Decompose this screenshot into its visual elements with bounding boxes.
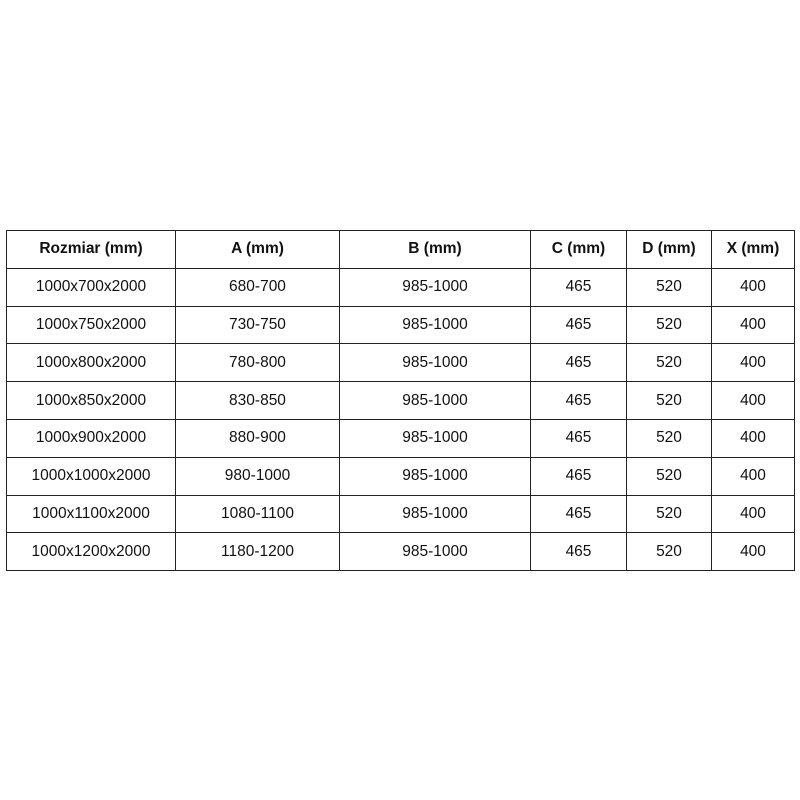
table-cell: 400 (711, 494, 795, 534)
table-cell: 520 (626, 532, 712, 572)
table-row: 1000x1200x2000 1180-1200 985-1000 465 520 400 (6, 532, 795, 572)
table-cell: 985-1000 (339, 381, 531, 420)
table-cell: 465 (530, 305, 627, 345)
table-cell: 465 (530, 267, 627, 307)
table-cell: 520 (626, 343, 712, 383)
table-row: 1000x700x2000 680-700 985-1000 465 520 400 (6, 267, 795, 307)
column-header: D (mm) (626, 230, 712, 269)
column-header: Rozmiar (mm) (6, 230, 176, 269)
column-header: A (mm) (175, 230, 340, 269)
table-cell: 520 (626, 305, 712, 345)
table-cell: 730-750 (175, 305, 340, 345)
table-cell: 465 (530, 418, 627, 458)
table-cell: 400 (711, 381, 795, 420)
table-cell: 680-700 (175, 267, 340, 307)
column-header: X (mm) (711, 230, 795, 269)
table-cell: 985-1000 (339, 343, 531, 383)
table-cell: 985-1000 (339, 494, 531, 534)
dimensions-table: Rozmiar (mm) A (mm) B (mm) C (mm) D (mm) X (m… (6, 230, 795, 572)
table-cell: 1000x700x2000 (6, 267, 176, 307)
table-cell: 1080-1100 (175, 494, 340, 534)
table-row: 1000x1000x2000 980-1000 985-1000 465 520 400 (6, 456, 795, 496)
table-cell: 985-1000 (339, 305, 531, 345)
table-row: 1000x800x2000 780-800 985-1000 465 520 400 (6, 343, 795, 383)
table-cell: 985-1000 (339, 532, 531, 572)
table-cell: 1000x800x2000 (6, 343, 176, 383)
table-cell: 465 (530, 532, 627, 572)
table-cell: 520 (626, 418, 712, 458)
table-cell: 400 (711, 418, 795, 458)
table-cell: 400 (711, 532, 795, 572)
table-cell: 980-1000 (175, 456, 340, 496)
table-cell: 465 (530, 494, 627, 534)
table-cell: 520 (626, 494, 712, 534)
table-cell: 400 (711, 267, 795, 307)
column-header: B (mm) (339, 230, 531, 269)
table-cell: 985-1000 (339, 418, 531, 458)
table-cell: 780-800 (175, 343, 340, 383)
table-cell: 830-850 (175, 381, 340, 420)
table-cell: 465 (530, 381, 627, 420)
table-cell: 880-900 (175, 418, 340, 458)
table-cell: 985-1000 (339, 267, 531, 307)
table-row: 1000x750x2000 730-750 985-1000 465 520 400 (6, 305, 795, 345)
table-cell: 465 (530, 343, 627, 383)
table-cell: 520 (626, 267, 712, 307)
column-header: C (mm) (530, 230, 627, 269)
table-cell: 1000x750x2000 (6, 305, 176, 345)
table-cell: 465 (530, 456, 627, 496)
table-row: 1000x900x2000 880-900 985-1000 465 520 400 (6, 418, 795, 458)
table-cell: 1000x900x2000 (6, 418, 176, 458)
table-cell: 985-1000 (339, 456, 531, 496)
table-cell: 400 (711, 343, 795, 383)
table-cell: 1000x850x2000 (6, 381, 176, 420)
table-cell: 1000x1200x2000 (6, 532, 176, 572)
table-row: 1000x850x2000 830-850 985-1000 465 520 400 (6, 381, 795, 420)
table-cell: 520 (626, 456, 712, 496)
header-row: Rozmiar (mm) A (mm) B (mm) C (mm) D (mm) X (m… (6, 230, 795, 269)
table-cell: 520 (626, 381, 712, 420)
table-cell: 400 (711, 305, 795, 345)
table-row: 1000x1100x2000 1080-1100 985-1000 465 520 400 (6, 494, 795, 534)
table-cell: 1000x1100x2000 (6, 494, 176, 534)
table-cell: 1180-1200 (175, 532, 340, 572)
table-cell: 1000x1000x2000 (6, 456, 176, 496)
table-cell: 400 (711, 456, 795, 496)
